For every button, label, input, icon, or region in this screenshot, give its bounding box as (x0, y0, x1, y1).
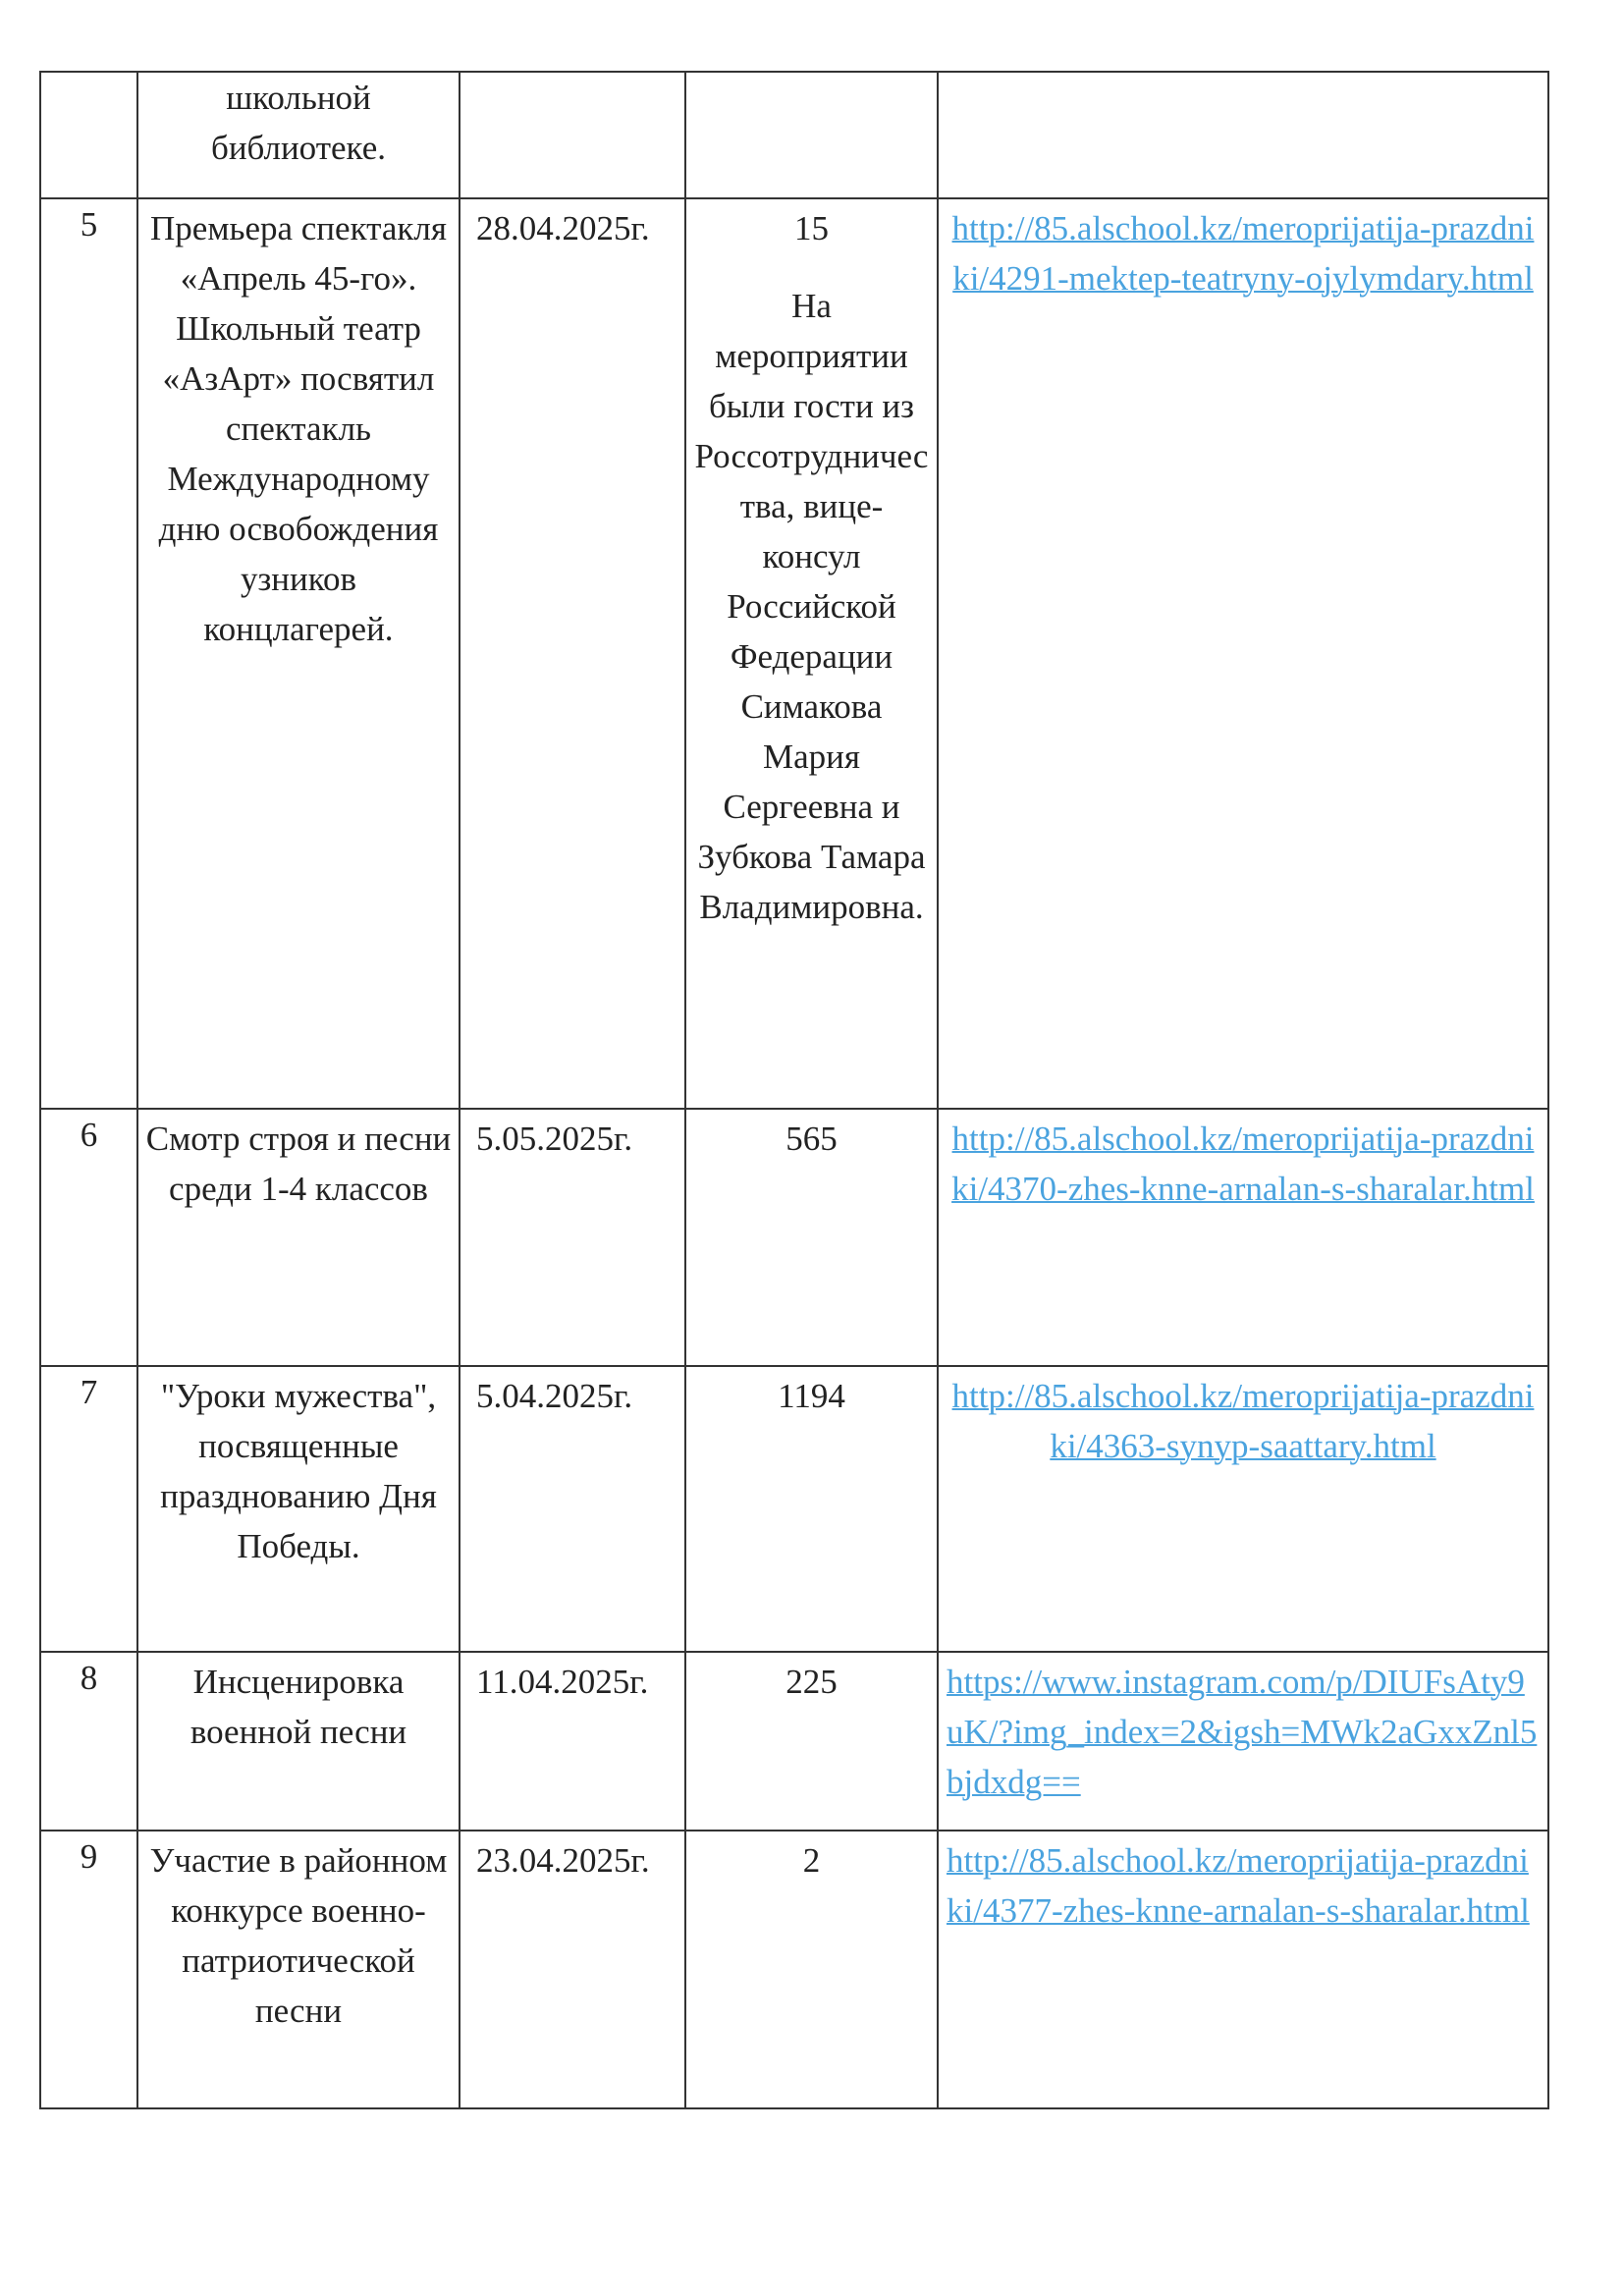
events-table: школьной библиотеке. 5 Премьера спектакл… (39, 71, 1549, 2109)
row-number: 7 (39, 1365, 138, 1653)
row-number: 5 (39, 197, 138, 1110)
event-link-cell: http://85.alschool.kz/meroprijatija-praz… (937, 197, 1549, 1110)
participant-count: 15 (794, 209, 829, 247)
event-link (937, 71, 1549, 199)
event-date: 5.04.2025г. (459, 1365, 686, 1653)
event-description: "Уроки мужества", посвященные празднован… (136, 1365, 460, 1653)
participant-count: 1194 (684, 1365, 939, 1653)
event-link-cell: https://www.instagram.com/p/DIUFsAty9uK/… (937, 1651, 1549, 1831)
event-link[interactable]: http://85.alschool.kz/meroprijatija-praz… (951, 1120, 1535, 1208)
event-description: Премьера спектакля «Апрель 45-го». Школь… (136, 197, 460, 1110)
event-link[interactable]: https://www.instagram.com/p/DIUFsAty9uK/… (947, 1663, 1538, 1801)
table-row: 7 "Уроки мужества", посвященные празднов… (39, 1365, 1549, 1653)
event-date: 23.04.2025г. (459, 1830, 686, 2109)
row-number: 8 (39, 1651, 138, 1831)
event-link[interactable]: http://85.alschool.kz/meroprijatija-praz… (947, 1841, 1530, 1930)
event-link-cell: http://85.alschool.kz/meroprijatija-praz… (937, 1365, 1549, 1653)
event-date: 5.05.2025г. (459, 1108, 686, 1367)
event-description: Смотр строя и песни среди 1-4 классов (136, 1108, 460, 1367)
participant-count: 225 (684, 1651, 939, 1831)
table-row: 6 Смотр строя и песни среди 1-4 классов … (39, 1108, 1549, 1367)
table-row: 8 Инсценировка военной песни 11.04.2025г… (39, 1651, 1549, 1831)
event-link-cell: http://85.alschool.kz/meroprijatija-praz… (937, 1830, 1549, 2109)
table-row: 9 Участие в районном конкурсе военно-пат… (39, 1830, 1549, 2109)
event-description: школьной библиотеке. (136, 71, 460, 199)
row-number (39, 71, 138, 199)
event-date: 28.04.2025г. (459, 197, 686, 1110)
event-link[interactable]: http://85.alschool.kz/meroprijatija-praz… (951, 1377, 1535, 1465)
event-description: Инсценировка военной песни (136, 1651, 460, 1831)
event-date: 11.04.2025г. (459, 1651, 686, 1831)
participant-note: На мероприятии были гости из Россотрудни… (694, 287, 929, 926)
participant-count: 565 (684, 1108, 939, 1367)
event-link[interactable]: http://85.alschool.kz/meroprijatija-praz… (951, 209, 1535, 298)
row-number: 6 (39, 1108, 138, 1367)
table-row: 5 Премьера спектакля «Апрель 45-го». Шко… (39, 197, 1549, 1110)
event-date (459, 71, 686, 199)
row-number: 9 (39, 1830, 138, 2109)
participant-count (684, 71, 939, 199)
participant-count: 2 (684, 1830, 939, 2109)
participant-count-cell: 15 На мероприятии были гости из Россотру… (684, 197, 939, 1110)
event-link-cell: http://85.alschool.kz/meroprijatija-praz… (937, 1108, 1549, 1367)
event-description: Участие в районном конкурсе военно-патри… (136, 1830, 460, 2109)
table-row: школьной библиотеке. (39, 71, 1549, 199)
